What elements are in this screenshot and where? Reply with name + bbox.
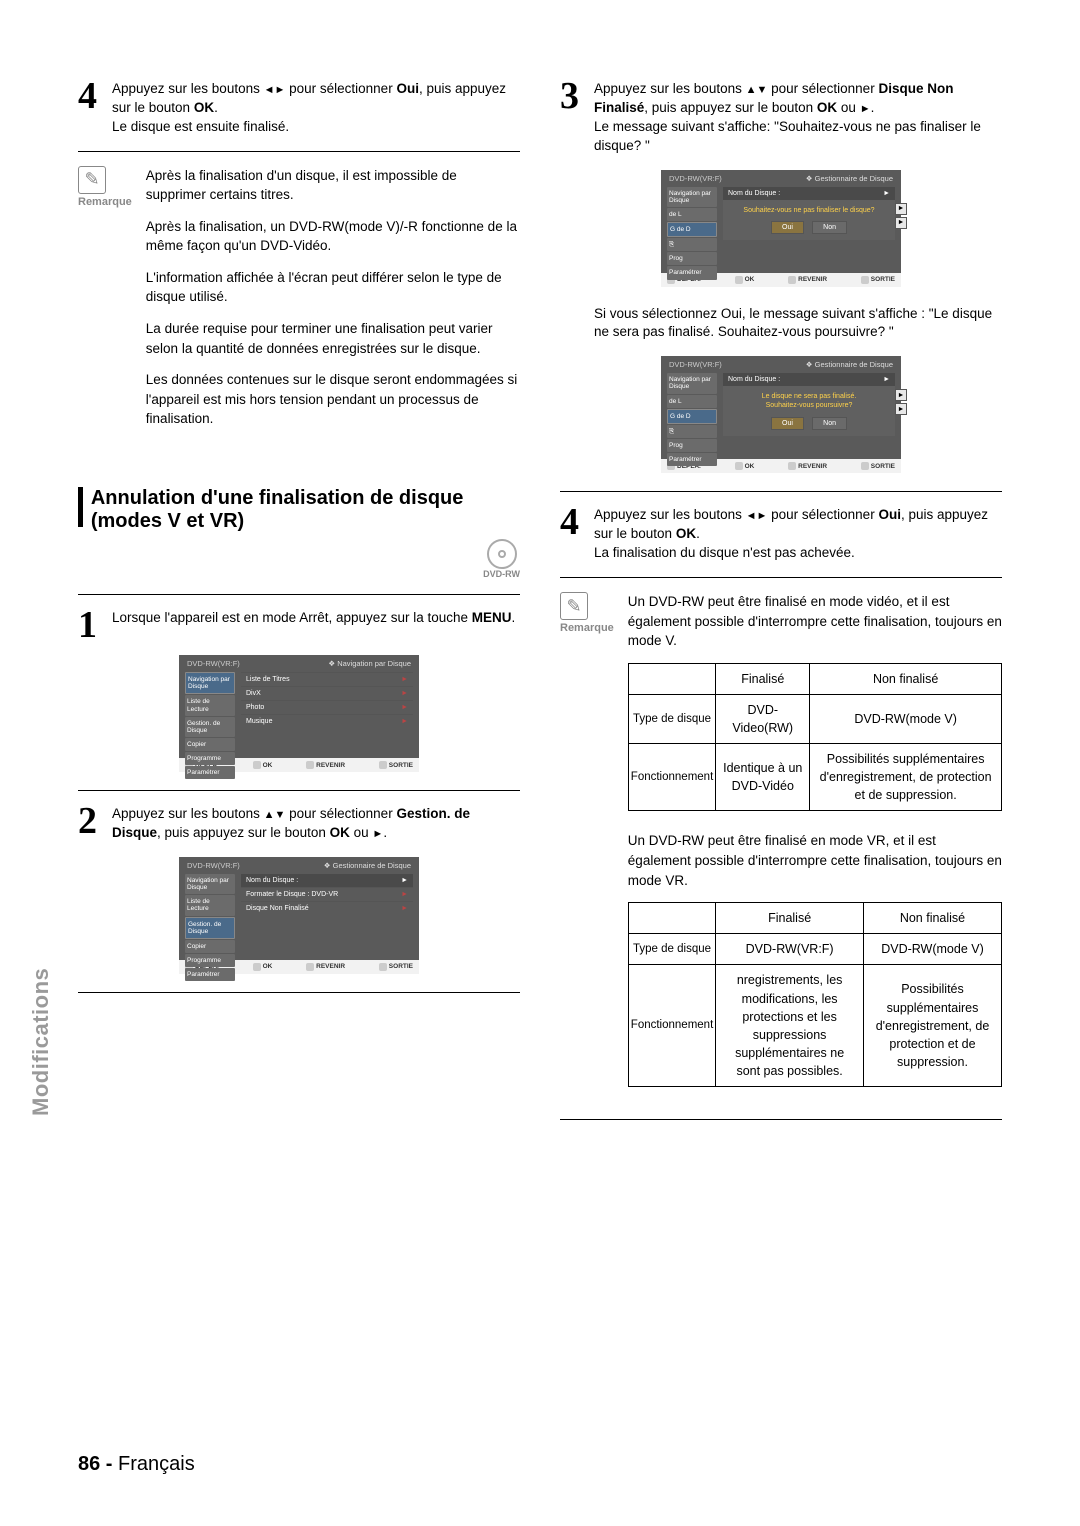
note-label: Remarque bbox=[78, 196, 132, 208]
note-block: ✎ Remarque Après la finalisation d'un di… bbox=[78, 166, 520, 441]
table-mode-vr: FinaliséNon finalisé Type de disqueDVD-R… bbox=[628, 902, 1002, 1087]
osd-screenshot-confirm1: DVD-RW(VR:F)❖ Gestionnaire de Disque Nav… bbox=[661, 170, 901, 287]
page-footer: 86 - Français bbox=[78, 1453, 195, 1476]
step-4-right: 4 Appuyez sur les boutons ◄► pour sélect… bbox=[560, 506, 1002, 563]
step-number: 1 bbox=[78, 609, 104, 641]
step-1: 1 Lorsque l'appareil est en mode Arrêt, … bbox=[78, 609, 520, 641]
section-heading: Annulation d'une finalisation de disque … bbox=[78, 487, 520, 533]
osd-screenshot-nav: DVD-RW(VR:F)❖ Navigation par Disque Navi… bbox=[179, 655, 419, 772]
osd-screenshot-gestion: DVD-RW(VR:F)❖ Gestionnaire de Disque Nav… bbox=[179, 857, 419, 974]
disc-icon bbox=[487, 539, 517, 569]
note-text: Après la finalisation d'un disque, il es… bbox=[146, 166, 520, 441]
left-column: 4 Appuyez sur les boutons ◄► pour sélect… bbox=[78, 80, 520, 1134]
osd-screenshot-confirm2: DVD-RW(VR:F)❖ Gestionnaire de Disque Nav… bbox=[661, 356, 901, 473]
step-text: Appuyez sur les boutons ◄► pour sélectio… bbox=[112, 80, 520, 137]
note-paragraph: Un DVD-RW peut être finalisé en mode VR,… bbox=[628, 831, 1002, 890]
note-paragraph: Un DVD-RW peut être finalisé en mode vid… bbox=[628, 592, 1002, 651]
step-3: 3 Appuyez sur les boutons ▲▼ pour sélect… bbox=[560, 80, 1002, 156]
pencil-icon: ✎ bbox=[78, 166, 106, 194]
step-4-left: 4 Appuyez sur les boutons ◄► pour sélect… bbox=[78, 80, 520, 137]
disc-badge-label: DVD-RW bbox=[483, 569, 520, 579]
note-label: Remarque bbox=[560, 622, 614, 634]
step-number: 2 bbox=[78, 805, 104, 837]
table-mode-v: FinaliséNon finalisé Type de disqueDVD-V… bbox=[628, 663, 1002, 812]
step-2: 2 Appuyez sur les boutons ▲▼ pour sélect… bbox=[78, 805, 520, 843]
note-block-right: ✎ Remarque Un DVD-RW peut être finalisé … bbox=[560, 592, 1002, 1107]
side-tab: Modifications bbox=[28, 968, 54, 1116]
right-column: 3 Appuyez sur les boutons ▲▼ pour sélect… bbox=[560, 80, 1002, 1134]
step-number: 4 bbox=[560, 506, 586, 538]
pencil-icon: ✎ bbox=[560, 592, 588, 620]
step-number: 4 bbox=[78, 80, 104, 112]
step-number: 3 bbox=[560, 80, 586, 112]
mid-text: Si vous sélectionnez Oui, le message sui… bbox=[594, 305, 1002, 343]
